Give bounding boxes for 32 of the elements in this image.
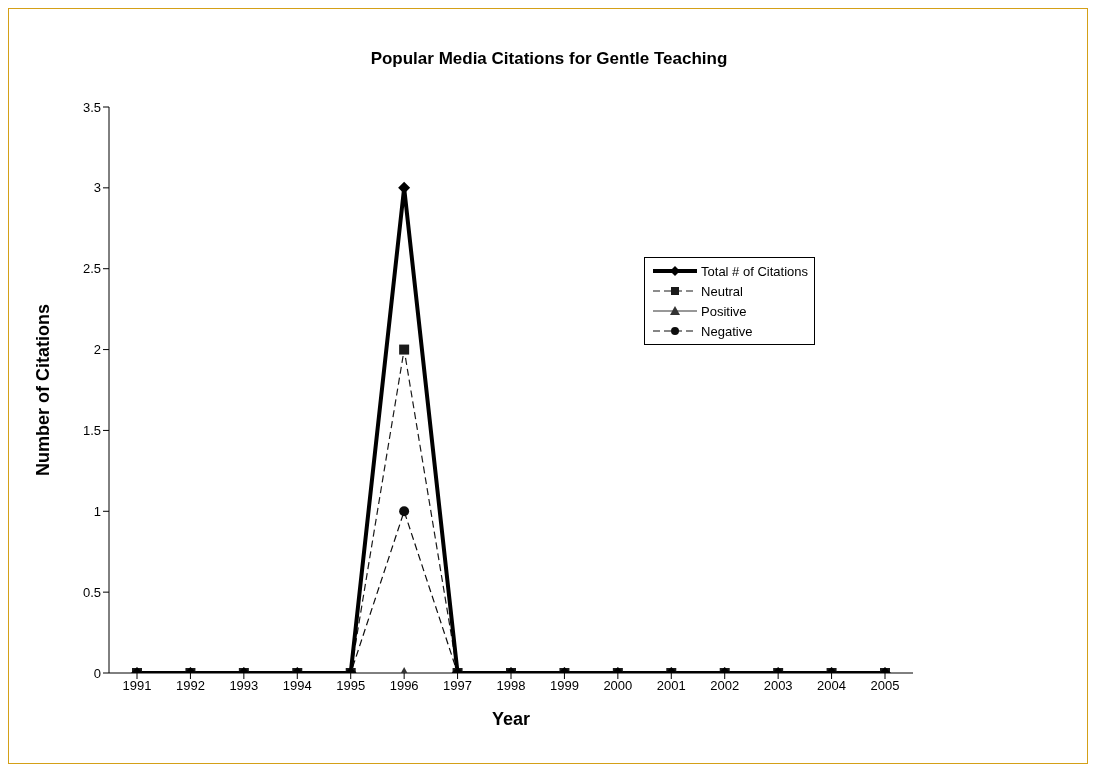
x-tick-label: 1997: [443, 678, 473, 694]
point: [399, 344, 410, 355]
y-tick-label: 0: [93, 665, 101, 681]
chart-title: Popular Media Citations for Gentle Teaching: [369, 49, 729, 69]
x-axis-title: Year: [491, 709, 531, 729]
legend-label: Total # of Citations: [701, 263, 808, 279]
x-tick-label: 2002: [710, 678, 740, 694]
x-tick-label: 2005: [870, 678, 900, 694]
y-tick-label: 1.5: [82, 423, 101, 439]
y-tick-label: 0.5: [82, 584, 101, 600]
x-tick-label: 1999: [549, 678, 579, 694]
y-tick-label: 2.5: [82, 261, 101, 277]
y-axis-title: Number of Citations: [33, 303, 54, 477]
x-tick-label: 2000: [603, 678, 633, 694]
x-tick-label: 1996: [389, 678, 419, 694]
x-tick-label: 1994: [282, 678, 312, 694]
x-tick-label: 2001: [656, 678, 686, 694]
point: [399, 506, 410, 517]
x-tick-label: 1998: [496, 678, 526, 694]
legend-label: Negative: [701, 323, 753, 339]
y-tick-label: 1: [93, 503, 101, 519]
x-tick-label: 2003: [763, 678, 793, 694]
y-tick-label: 3.5: [82, 99, 101, 115]
x-tick-label: 1992: [175, 678, 205, 694]
legend-label: Positive: [701, 303, 747, 319]
y-tick-label: 2: [93, 342, 101, 358]
y-tick-label: 3: [93, 180, 101, 196]
x-tick-label: 1993: [229, 678, 259, 694]
legend-label: Neutral: [701, 283, 743, 299]
x-tick-label: 1995: [336, 678, 366, 694]
x-tick-label: 1991: [122, 678, 152, 694]
x-tick-label: 2004: [817, 678, 847, 694]
